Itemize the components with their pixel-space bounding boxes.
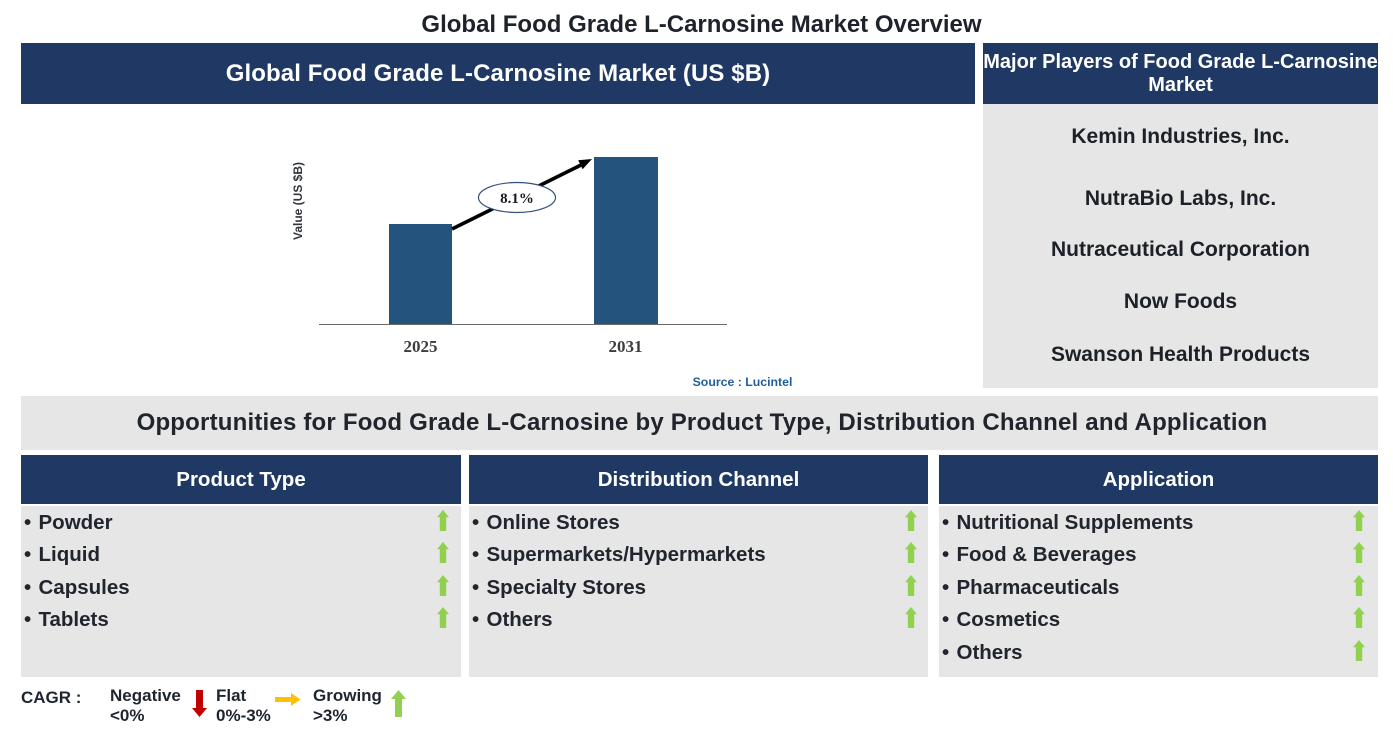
svg-text:2025: 2025 bbox=[404, 337, 438, 356]
svg-text:2031: 2031 bbox=[609, 337, 643, 356]
svg-text:Source : Lucintel: Source : Lucintel bbox=[693, 375, 793, 389]
svg-text:8.1%: 8.1% bbox=[500, 191, 534, 207]
svg-text:Value (US $B): Value (US $B) bbox=[291, 162, 305, 240]
